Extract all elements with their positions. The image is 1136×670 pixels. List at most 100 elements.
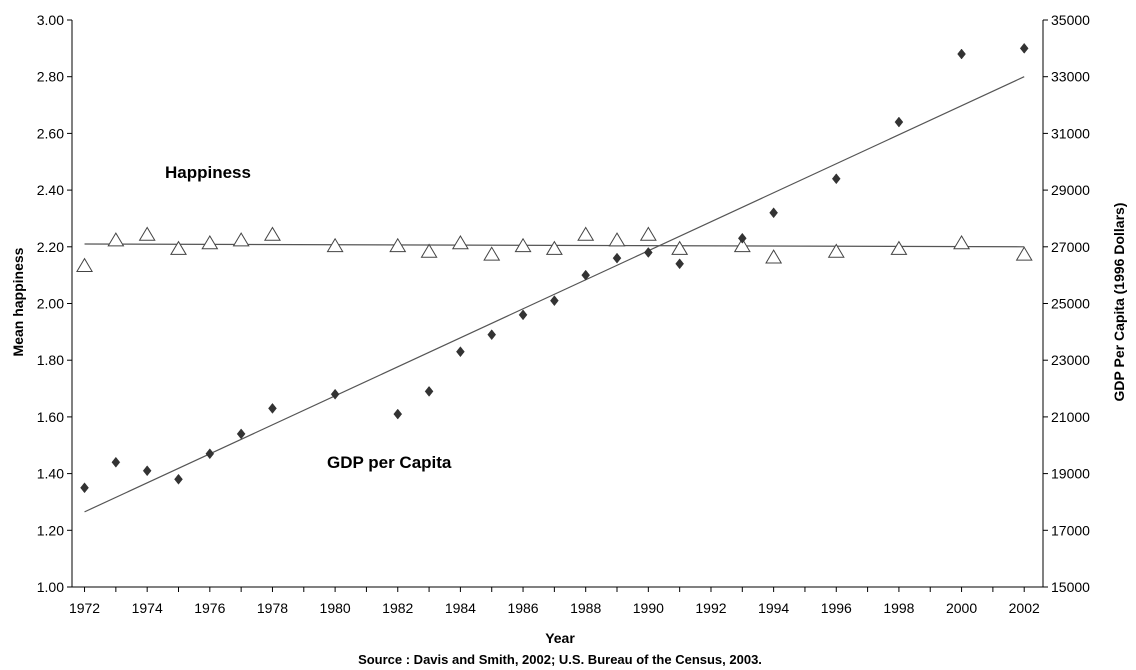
left-tick-label: 1.80 xyxy=(37,352,64,368)
x-tick-label: 2000 xyxy=(946,600,977,616)
gdp-point xyxy=(80,482,89,494)
happiness-point xyxy=(545,240,563,255)
gdp-point xyxy=(518,309,528,321)
x-tick-label: 1990 xyxy=(633,600,664,616)
happiness-point xyxy=(608,232,626,247)
happiness-point xyxy=(76,257,94,272)
happiness-point xyxy=(138,226,156,241)
right-axis-ticks: 15000 17000 19000 21000 23000 25000 27000 29000… xyxy=(1043,12,1090,595)
trend-lines xyxy=(84,76,1025,513)
left-tick-label: 2.20 xyxy=(37,239,64,255)
gdp-point xyxy=(581,269,591,281)
right-tick-label: 21000 xyxy=(1051,409,1090,425)
gdp-point xyxy=(957,48,966,60)
right-tick-label: 15000 xyxy=(1051,579,1090,595)
happiness-point xyxy=(326,237,344,253)
gdp-point xyxy=(205,448,215,460)
gdp-point xyxy=(550,295,559,307)
gdp-point xyxy=(174,473,183,485)
gdp-point xyxy=(111,456,121,468)
series-happiness xyxy=(76,226,1033,272)
x-tick-label: 1980 xyxy=(320,600,351,616)
x-tick-label: 1978 xyxy=(257,600,288,616)
left-axis-title: Mean happiness xyxy=(10,247,26,356)
left-tick-label: 1.40 xyxy=(37,466,64,482)
plot-frame xyxy=(71,20,1044,588)
x-tick-label: 2002 xyxy=(1009,600,1040,616)
x-tick-label: 1984 xyxy=(445,600,476,616)
happiness-point xyxy=(232,232,250,247)
gdp-point xyxy=(424,385,434,397)
x-tick-label: 1996 xyxy=(821,600,852,616)
right-tick-label: 25000 xyxy=(1051,296,1090,312)
happiness-point xyxy=(577,226,595,241)
happiness-point xyxy=(765,249,783,264)
happiness-point xyxy=(107,232,125,247)
right-tick-label: 31000 xyxy=(1051,125,1090,141)
happiness-point xyxy=(953,234,971,250)
right-tick-label: 29000 xyxy=(1051,182,1090,198)
left-tick-label: 1.60 xyxy=(37,409,64,425)
left-tick-label: 1.00 xyxy=(37,579,64,595)
gdp-point xyxy=(737,232,747,244)
right-tick-label: 23000 xyxy=(1051,352,1090,368)
right-tick-label: 19000 xyxy=(1051,466,1090,482)
happiness-point xyxy=(420,243,438,258)
x-tick-label: 1998 xyxy=(883,600,914,616)
left-tick-label: 2.60 xyxy=(37,125,64,141)
x-tick-label: 1974 xyxy=(132,600,163,616)
x-axis-title: Year xyxy=(545,630,575,646)
happiness-point xyxy=(170,240,187,255)
happiness-point xyxy=(483,246,501,261)
gdp-point xyxy=(142,465,152,477)
right-tick-label: 33000 xyxy=(1051,69,1090,85)
annotation-happiness: Happiness xyxy=(165,163,251,182)
gdp-point xyxy=(330,388,340,400)
gdp-point xyxy=(612,252,622,264)
gdp-point xyxy=(894,116,904,128)
left-tick-label: 2.80 xyxy=(37,69,64,85)
x-axis-ticks: 1972 1974 1976 1978 1980 1982 1984 1986 1988 1990… xyxy=(69,587,1040,616)
gdp-point xyxy=(487,329,497,341)
gdp-point xyxy=(769,207,778,219)
happiness-point xyxy=(201,234,219,250)
happiness-point xyxy=(890,240,908,255)
left-axis-ticks: 1.00 1.20 1.40 1.60 1.80 2.00 2.20 2.40 2.60 2.80… xyxy=(37,12,72,595)
happiness-point xyxy=(389,237,407,253)
happiness-point xyxy=(263,226,281,241)
x-tick-label: 1986 xyxy=(507,600,538,616)
happiness-point xyxy=(827,243,845,258)
happiness-point xyxy=(733,237,751,253)
happiness-point xyxy=(514,237,532,253)
source-note: Source : Davis and Smith, 2002; U.S. Bur… xyxy=(358,652,762,667)
series-gdp xyxy=(80,42,1029,494)
x-tick-label: 1982 xyxy=(382,600,413,616)
gdp-point xyxy=(1019,42,1029,54)
gdp-point xyxy=(831,173,841,185)
left-tick-label: 1.20 xyxy=(37,522,64,538)
right-tick-label: 17000 xyxy=(1051,522,1090,538)
happiness-point xyxy=(451,234,469,250)
happiness-point xyxy=(639,226,657,241)
gdp-point xyxy=(236,428,246,440)
left-tick-label: 2.40 xyxy=(37,182,64,198)
annotation-gdp: GDP per Capita xyxy=(327,453,452,472)
gdp-point xyxy=(675,258,684,270)
x-tick-label: 1992 xyxy=(695,600,726,616)
gdp-point xyxy=(268,402,277,414)
happiness-point xyxy=(671,240,689,255)
gdp-trend-line xyxy=(84,76,1025,513)
gdp-point xyxy=(456,346,465,358)
right-tick-label: 27000 xyxy=(1051,239,1090,255)
left-tick-label: 2.00 xyxy=(37,296,64,312)
x-tick-label: 1972 xyxy=(69,600,100,616)
happiness-point xyxy=(1015,246,1033,261)
x-tick-label: 1976 xyxy=(194,600,225,616)
right-tick-label: 35000 xyxy=(1051,12,1090,28)
right-axis-title: GDP Per Capita (1996 Dollars) xyxy=(1111,203,1127,402)
gdp-point xyxy=(393,408,403,420)
gdp-point xyxy=(644,247,653,258)
x-tick-label: 1994 xyxy=(758,600,789,616)
x-tick-label: 1988 xyxy=(570,600,601,616)
